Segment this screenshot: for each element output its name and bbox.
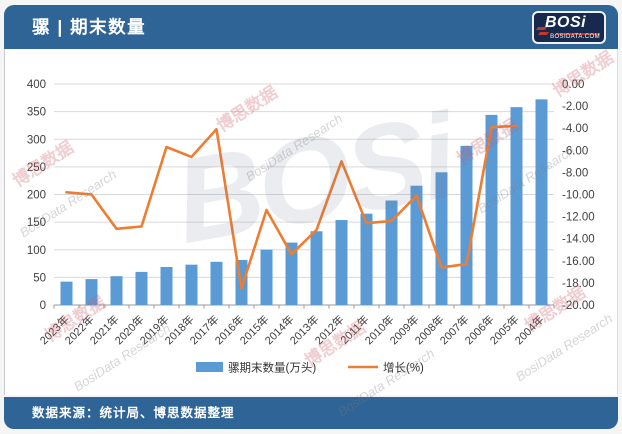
svg-text:0.00: 0.00 (562, 79, 584, 91)
bar-2021年 (110, 276, 123, 305)
svg-text:-10.00: -10.00 (562, 190, 595, 202)
left-axis-labels: 0 50 100 150 200 250 300 350 400 (27, 79, 46, 312)
bosi-logo: BOSi BOSIDATA.COM (532, 11, 606, 44)
page-title: 骡 | 期末数量 (32, 17, 147, 37)
svg-text:350: 350 (27, 107, 46, 119)
svg-text:-12.00: -12.00 (562, 212, 595, 224)
logo-underline (556, 33, 600, 35)
footer-bar: 数据来源：统计局、博思数据整理 (4, 397, 618, 429)
bar-2018年 (185, 264, 198, 305)
chart-panel: 0 50 100 150 200 250 300 350 400 0.00 -2.00 -4.00 -6… (4, 49, 618, 395)
bar-2019年 (160, 266, 173, 305)
bar-2011年 (360, 213, 373, 305)
svg-text:150: 150 (27, 217, 46, 229)
svg-text:-6.00: -6.00 (562, 145, 588, 157)
legend-bar-swatch (196, 362, 223, 372)
svg-text:-16.00: -16.00 (562, 256, 595, 268)
bar-2013年 (310, 231, 323, 305)
bar-2005年 (510, 107, 523, 305)
growth-line-series (65, 124, 518, 290)
x-axis (53, 304, 555, 309)
bar-2014年 (285, 242, 298, 305)
bar-2012年 (335, 220, 348, 305)
svg-text:-20.00: -20.00 (562, 300, 595, 312)
svg-text:-18.00: -18.00 (562, 278, 595, 290)
legend-bar-label: 骡期末数量(万头) (228, 361, 316, 375)
logo-domain-text: BOSIDATA.COM (550, 34, 600, 40)
svg-text:-8.00: -8.00 (562, 167, 588, 179)
bar-2004年 (535, 99, 548, 305)
data-source-text: 数据来源：统计局、博思数据整理 (32, 406, 235, 420)
bar-2015年 (260, 249, 273, 305)
gridlines (54, 83, 554, 278)
right-axis-labels: 0.00 -2.00 -4.00 -6.00 -8.00 -10.00 -12.00 -14.… (562, 79, 595, 312)
header-bar: 骡 | 期末数量 BOSi BOSIDATA.COM (4, 5, 618, 49)
bar-2023年 (60, 281, 73, 305)
bar-2006年 (485, 114, 498, 305)
bar-2010年 (385, 200, 398, 305)
svg-text:400: 400 (27, 79, 46, 91)
bar-2022年 (85, 279, 98, 305)
svg-text:100: 100 (27, 245, 46, 257)
bar-2020年 (135, 271, 148, 305)
svg-text:200: 200 (27, 190, 46, 202)
bar-2017年 (210, 261, 223, 305)
legend-line-label: 增长(%) (383, 361, 424, 375)
logo-stripe-icon (537, 32, 550, 35)
bar-2009年 (410, 185, 423, 305)
bar-line-chart: 0 50 100 150 200 250 300 350 400 0.00 -2.00 -4.00 -6… (27, 79, 595, 375)
svg-text:-14.00: -14.00 (562, 234, 595, 246)
bars-series (60, 99, 548, 305)
svg-text:300: 300 (27, 134, 46, 146)
logo-text: BOSi (545, 14, 587, 31)
bar-2008年 (435, 172, 448, 305)
svg-text:0: 0 (40, 300, 46, 312)
x-axis-labels: 2023年2022年2021年2020年2019年2018年2017年2016年… (37, 312, 547, 347)
svg-text:-2.00: -2.00 (562, 101, 588, 113)
svg-text:-4.00: -4.00 (562, 123, 588, 135)
legend: 骡期末数量(万头) 增长(%) (196, 361, 424, 375)
svg-text:250: 250 (27, 162, 46, 174)
svg-text:50: 50 (33, 272, 46, 284)
bar-2007年 (460, 145, 473, 305)
